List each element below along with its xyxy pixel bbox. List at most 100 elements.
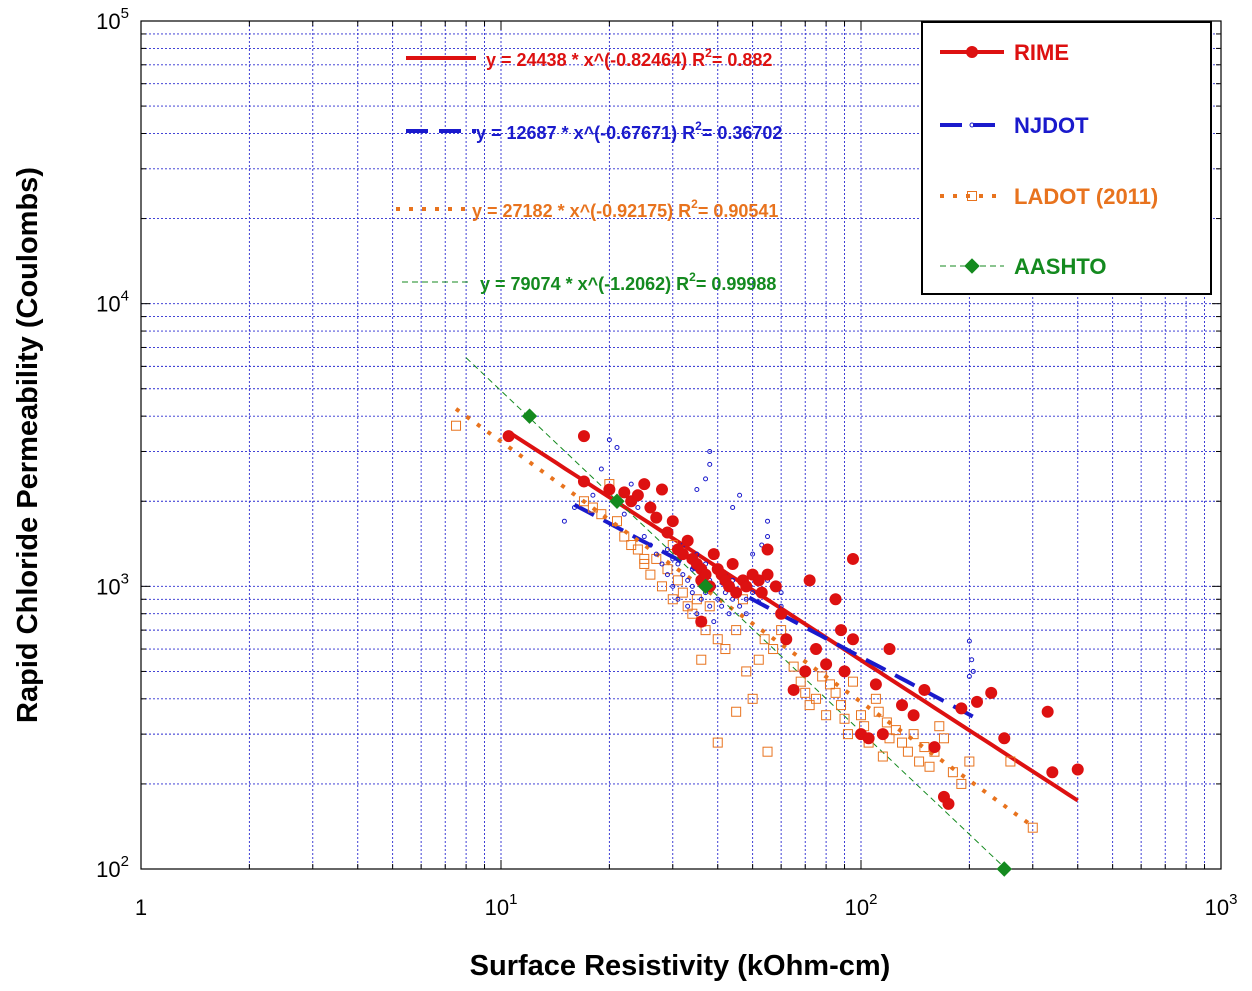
x-tick-label: 101: [485, 891, 518, 920]
data-point-ladot-2011: [873, 706, 884, 717]
data-point-njdot: [966, 673, 972, 679]
data-point-ladot-2011: [741, 666, 752, 677]
fit-line-rime: [507, 430, 1079, 803]
data-point-njdot: [726, 611, 732, 617]
data-point-rime: [775, 607, 788, 620]
data-point-ladot-2011: [897, 737, 908, 748]
data-point-ladot-2011: [712, 634, 723, 645]
data-point-ladot-2011: [1005, 756, 1016, 767]
data-point-njdot: [614, 444, 620, 450]
equation-rime: y = 24438 * x^(-0.82464) R2= 0.882: [486, 46, 772, 70]
data-point-ladot-2011: [811, 693, 822, 704]
data-point-ladot-2011: [934, 721, 945, 732]
equation-layer: y = 24438 * x^(-0.82464) R2= 0.882 y = 12…: [396, 46, 782, 294]
data-point-rime: [985, 686, 998, 699]
equation-ladot-2011: y = 27182 * x^(-0.92175) R2= 0.90541: [472, 197, 778, 221]
data-point-rime: [862, 732, 875, 745]
fit-line-aashto: [465, 357, 1005, 868]
legend-box: [921, 21, 1212, 295]
data-point-njdot: [737, 492, 743, 498]
data-point-ladot-2011: [704, 601, 715, 612]
data-point-njdot: [730, 505, 736, 511]
y-tick-label: 104: [96, 288, 129, 317]
data-point-ladot-2011: [795, 676, 806, 687]
fit-line-njdot: [573, 503, 975, 719]
data-point-rime: [769, 580, 782, 593]
data-point-rime: [577, 475, 590, 488]
data-point-njdot: [647, 542, 653, 548]
data-point-rime: [740, 580, 753, 593]
x-axis-title: Surface Resistivity (kOhm-cm): [470, 950, 891, 982]
data-point-njdot: [689, 590, 695, 596]
data-point-njdot: [778, 590, 784, 596]
data-point-ladot-2011: [731, 706, 742, 717]
point-layer: [451, 408, 1084, 877]
data-point-ladot-2011: [908, 729, 919, 740]
data-point-ladot-2011: [856, 710, 866, 721]
data-point-rime: [810, 643, 823, 656]
data-point-ladot-2011: [451, 420, 462, 431]
data-point-ladot-2011: [914, 756, 925, 767]
data-point-rime: [846, 552, 859, 565]
data-point-njdot: [664, 546, 670, 552]
data-point-aashto: [996, 861, 1012, 877]
data-point-rime: [928, 741, 941, 754]
data-point-ladot-2011: [881, 717, 892, 728]
data-point-njdot: [664, 572, 670, 578]
data-point-njdot: [653, 551, 659, 557]
data-point-rime: [883, 643, 896, 656]
data-point-aashto: [521, 408, 538, 424]
data-point-rime: [666, 515, 679, 528]
data-point-ladot-2011: [632, 544, 643, 555]
data-point-ladot-2011: [824, 679, 835, 690]
data-point-ladot-2011: [902, 746, 913, 757]
y-tick-label: 105: [96, 5, 129, 34]
data-point-njdot: [698, 596, 704, 602]
data-point-ladot-2011: [596, 509, 607, 520]
data-point-njdot: [621, 511, 627, 517]
data-point-ladot-2011: [800, 687, 811, 698]
data-point-ladot-2011: [656, 581, 667, 592]
data-point-ladot-2011: [687, 608, 698, 619]
data-point-rime: [829, 593, 842, 606]
data-point-rime: [707, 548, 720, 561]
data-point-ladot-2011: [667, 594, 678, 605]
data-point-ladot-2011: [821, 710, 832, 721]
data-point-njdot: [765, 534, 771, 540]
data-point-ladot-2011: [947, 767, 958, 778]
data-point-njdot: [694, 487, 700, 493]
legend-marker-ladot-2011: [967, 191, 977, 201]
data-point-aashto: [697, 578, 714, 595]
data-point-rime: [650, 511, 663, 524]
data-point-njdot: [765, 518, 771, 524]
data-point-njdot: [966, 638, 972, 644]
data-point-ladot-2011: [639, 553, 650, 564]
data-point-rime: [876, 728, 889, 741]
data-point-ladot-2011: [611, 516, 622, 527]
data-point-njdot: [707, 603, 713, 609]
fit-layer: [454, 357, 1079, 868]
data-point-njdot: [969, 657, 975, 663]
legend-label-rime: RIME: [1014, 40, 1069, 65]
data-point-rime: [970, 695, 983, 708]
data-point-ladot-2011: [651, 553, 662, 564]
data-point-rime: [644, 501, 657, 514]
data-point-rime: [780, 633, 793, 646]
data-point-rime: [896, 699, 909, 712]
data-point-njdot: [641, 534, 647, 540]
data-point-ladot-2011: [677, 587, 688, 598]
fit-line-ladot-2011: [454, 407, 1034, 828]
legend-marker-aashto: [964, 258, 980, 274]
data-point-ladot-2011: [691, 594, 702, 605]
data-point-njdot: [743, 596, 749, 602]
data-point-rime: [955, 702, 968, 715]
legend-layer: RIME NJDOT LADOT (2011) AASHTO: [921, 21, 1212, 295]
data-point-rime: [799, 665, 812, 678]
data-point-njdot: [970, 668, 976, 674]
data-point-ladot-2011: [759, 634, 770, 645]
data-point-ladot-2011: [672, 575, 683, 586]
data-point-rime: [761, 543, 774, 556]
data-point-rime: [755, 586, 768, 599]
data-point-rime: [942, 797, 955, 810]
data-point-rime: [661, 526, 674, 539]
